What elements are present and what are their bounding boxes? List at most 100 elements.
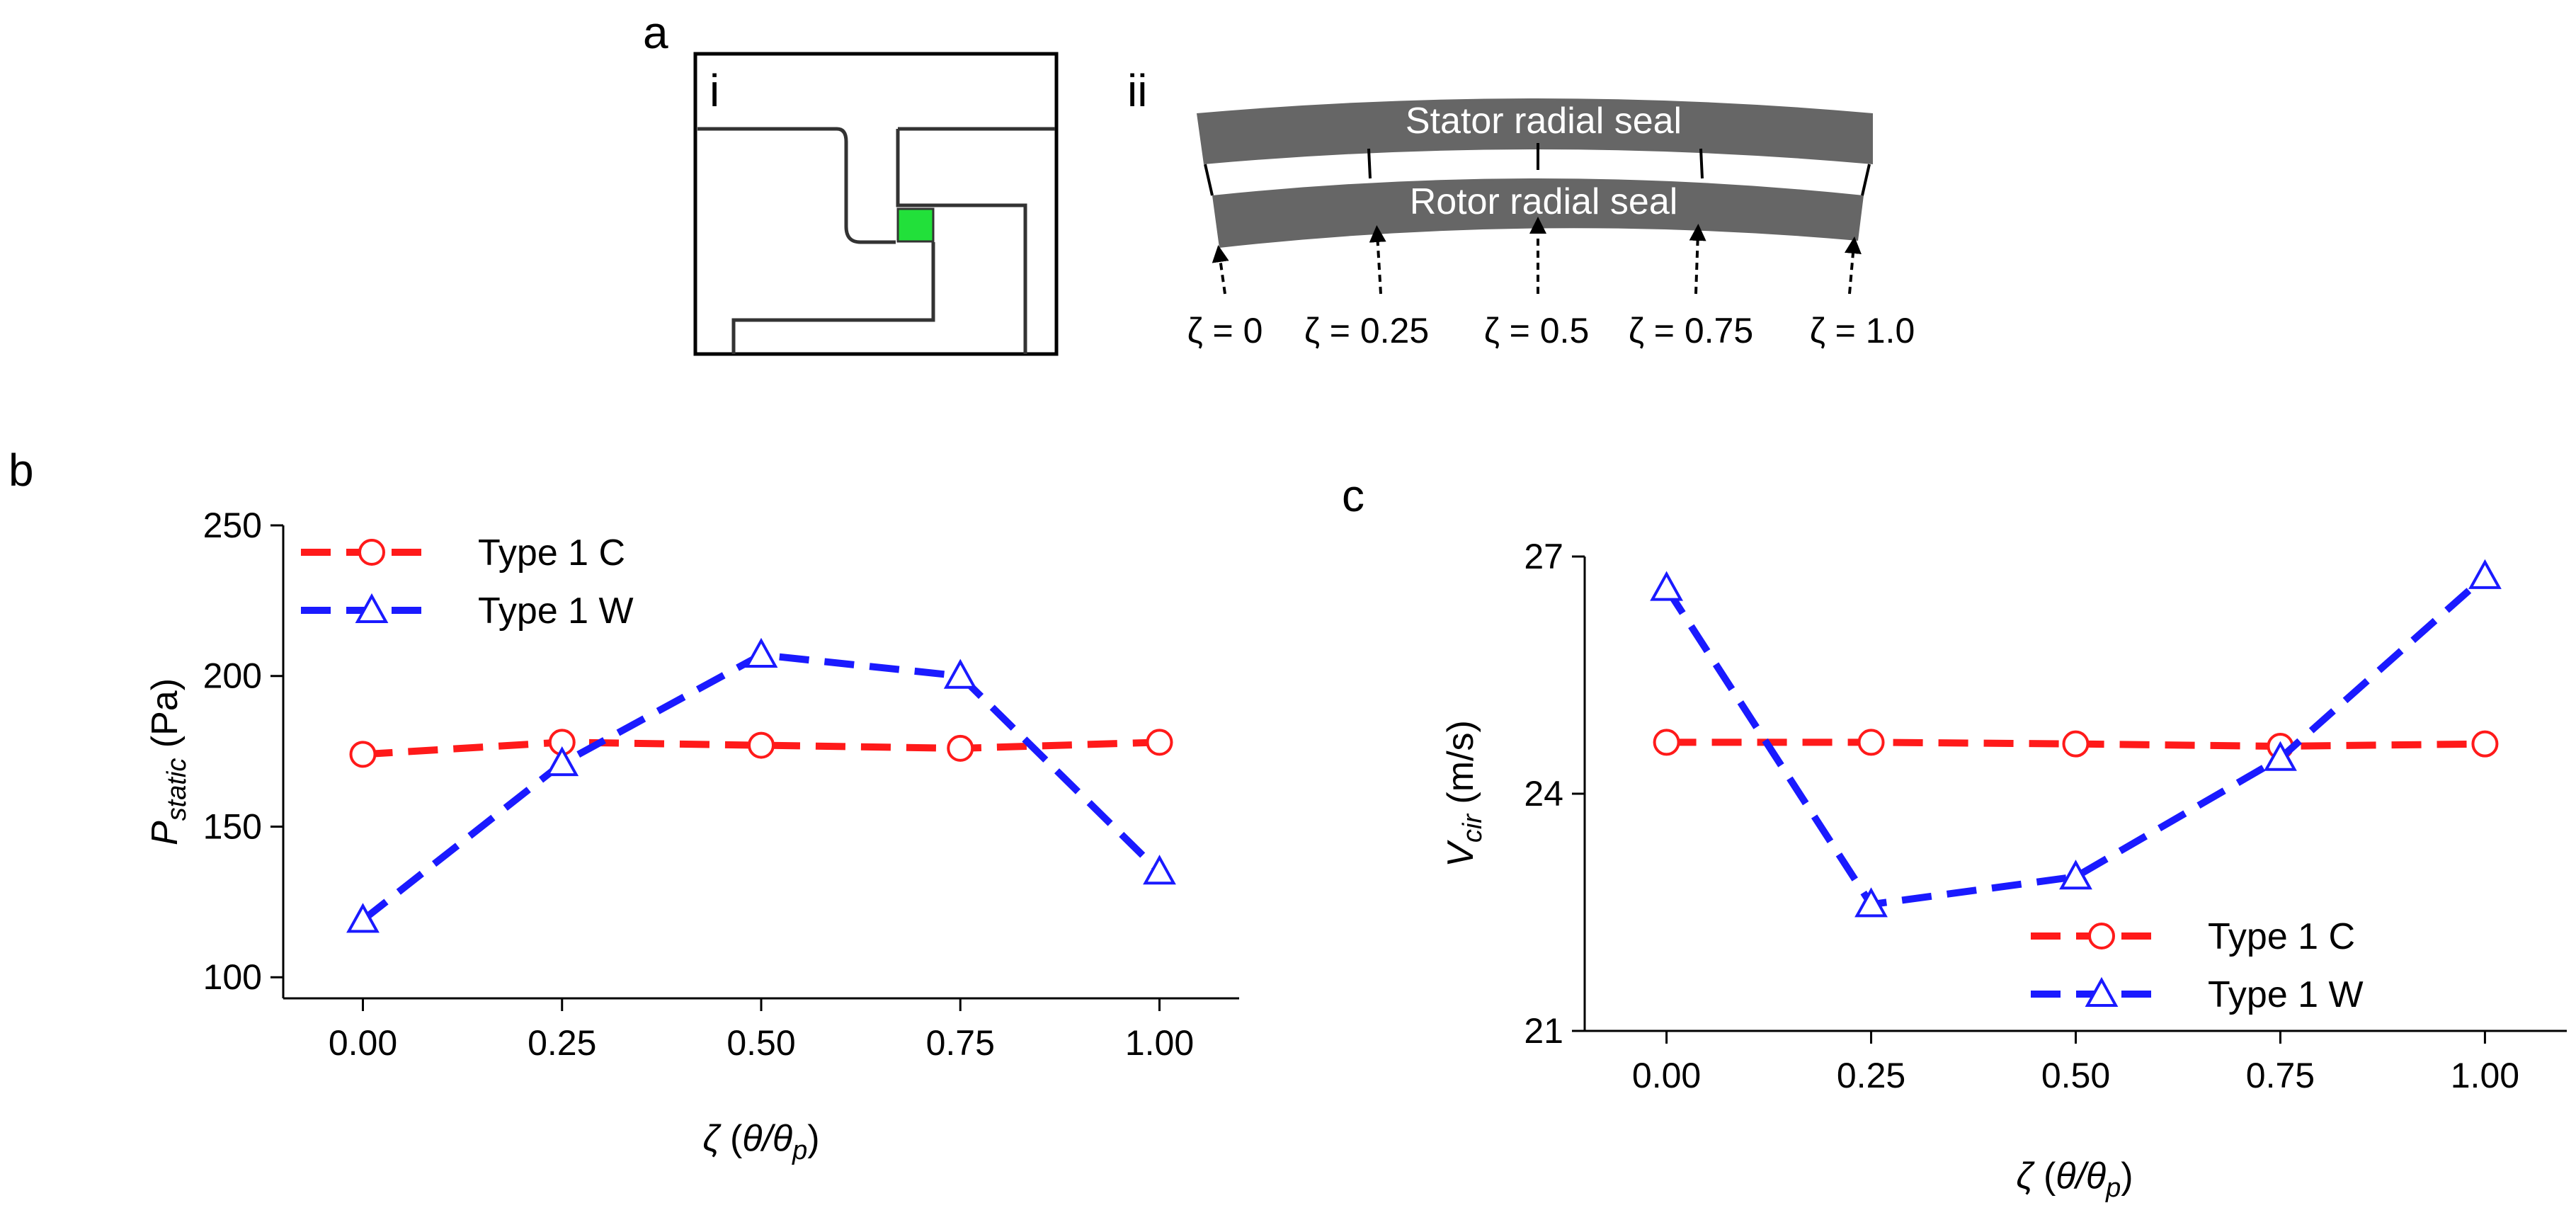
position-arrow <box>1212 245 1229 295</box>
panel-label-c: c <box>1342 470 1364 521</box>
y-axis-title-var: P <box>144 821 186 845</box>
position-label-025: ζ = 0.25 <box>1304 311 1429 350</box>
legend: Type 1 C Type 1 W <box>301 532 634 632</box>
series-point <box>1653 729 1680 756</box>
series-point <box>1146 729 1173 756</box>
x-axis-title-slash: /θ <box>2073 1156 2106 1197</box>
series-point <box>1650 571 1683 601</box>
panel-label-b: b <box>8 445 34 496</box>
legend-label: Type 1 W <box>478 591 634 632</box>
legend-marker <box>2088 923 2115 949</box>
y-axis-title-sub: cir <box>1458 814 1488 843</box>
series-point <box>2059 860 2092 890</box>
series-line <box>360 651 1163 923</box>
x-tick-label: 0.50 <box>726 1023 795 1063</box>
series-point <box>947 734 974 762</box>
x-axis-title: ζ (θ/θp) <box>2016 1156 2133 1203</box>
series-point <box>346 903 380 933</box>
x-axis-title-slash: /θ <box>760 1118 792 1159</box>
x-axis-title: ζ (θ/θp) <box>702 1118 819 1165</box>
series-point <box>2471 730 2499 758</box>
x-tick-label: 0.25 <box>528 1023 596 1063</box>
x-axis-title-main: ζ <box>2016 1156 2035 1197</box>
subpanel-label-i: i <box>709 65 719 116</box>
x-tick-label: 0.00 <box>329 1023 397 1063</box>
chart-c: 21 24 27 0.00 0.25 0.50 0.75 1.00 Vcir (m/s) ζ … <box>1440 537 2567 1203</box>
legend-label: Type 1 C <box>2208 916 2355 957</box>
position-arrow <box>1369 225 1386 295</box>
x-axis-title-open: ( <box>720 1118 743 1159</box>
y-axis-title-sub: static <box>162 758 192 821</box>
series-line <box>1663 574 2487 908</box>
panel-c: c 21 24 27 0.00 0.25 0.50 0.75 1.00 Vcir (m/s) … <box>1342 470 2567 1203</box>
panel-b: b 100 150 200 250 0.00 0.25 0.50 0.75 1.00 Pstat… <box>8 445 1239 1165</box>
series-point <box>1143 855 1176 885</box>
x-axis-title-theta: θ <box>2056 1156 2075 1197</box>
legend-marker <box>355 593 389 623</box>
y-tick-label: 200 <box>203 656 262 696</box>
legend-marker <box>358 539 385 566</box>
series-point <box>349 741 377 768</box>
panel-label-a: a <box>643 7 668 58</box>
x-axis-title-main: ζ <box>702 1118 722 1159</box>
seal-connector <box>1367 148 1372 179</box>
series-point <box>1854 887 1888 918</box>
rotor-outer-path <box>731 242 935 354</box>
legend-marker <box>2085 976 2119 1007</box>
series-point <box>545 746 579 777</box>
position-label-0: ζ = 0 <box>1187 311 1263 350</box>
position-label-1: ζ = 1.0 <box>1810 311 1915 350</box>
y-tick-label: 150 <box>203 806 262 846</box>
panel-a: a i ii Stator radial seal Rotor radial s… <box>643 7 1915 356</box>
x-tick-label: 0.75 <box>2246 1056 2315 1095</box>
series-point <box>1857 729 1885 756</box>
rotor-label: Rotor radial seal <box>1410 181 1678 222</box>
position-label-075: ζ = 0.75 <box>1629 311 1753 350</box>
position-arrow <box>1845 236 1862 295</box>
series-point <box>2264 741 2297 771</box>
series-point <box>744 637 778 668</box>
stator-seal-band <box>1197 98 1873 164</box>
x-axis-title-open: ( <box>2034 1156 2056 1197</box>
x-axis-title-sub: p <box>2105 1173 2121 1203</box>
x-axis-title-close: ) <box>807 1118 819 1159</box>
y-tick-label: 27 <box>1524 537 1563 576</box>
y-axis-title: Vcir (m/s) <box>1440 720 1488 867</box>
x-tick-label: 0.25 <box>1837 1056 1905 1095</box>
cross-section-frame <box>693 52 1059 356</box>
position-label-05: ζ = 0.5 <box>1484 311 1590 350</box>
seal-gap-highlight <box>896 207 935 243</box>
y-axis-title-var: V <box>1440 840 1481 867</box>
seal-connector <box>1204 164 1214 196</box>
x-tick-label: 1.00 <box>2451 1056 2519 1095</box>
series-point <box>2468 559 2502 589</box>
legend-label: Type 1 W <box>2208 974 2364 1015</box>
y-tick-label: 250 <box>203 506 262 545</box>
x-tick-label: 0.75 <box>926 1023 995 1063</box>
stator-label: Stator radial seal <box>1406 101 1682 142</box>
x-axis-title-close: ) <box>2121 1156 2133 1197</box>
y-axis-title-unit: (Pa) <box>144 678 186 758</box>
legend: Type 1 C Type 1 W <box>2031 916 2364 1015</box>
x-tick-label: 0.50 <box>2041 1056 2110 1095</box>
rotor-inner-path <box>896 129 1027 354</box>
y-axis-title-unit: (m/s) <box>1440 720 1481 814</box>
seal-connector <box>1699 148 1704 179</box>
subpanel-label-ii: ii <box>1127 65 1147 116</box>
y-tick-label: 100 <box>203 957 262 997</box>
position-arrow <box>1689 224 1706 295</box>
y-tick-label: 24 <box>1524 774 1563 814</box>
series-point <box>748 731 775 759</box>
chart-b: 100 150 200 250 0.00 0.25 0.50 0.75 1.00 Pstatic… <box>144 506 1239 1165</box>
series-point <box>943 658 977 689</box>
radial-seal-schematic: ii Stator radial seal Rotor radial seal … <box>1127 65 1915 350</box>
stator-path <box>697 127 896 244</box>
y-tick-label: 21 <box>1524 1011 1563 1051</box>
labyrinth-cross-section: i <box>693 52 1059 356</box>
x-axis-title-sub: p <box>792 1136 807 1165</box>
x-tick-label: 0.00 <box>1632 1056 1701 1095</box>
y-axis-title: Pstatic (Pa) <box>144 678 192 845</box>
x-axis-title-theta: θ <box>742 1118 762 1159</box>
seal-connector <box>1861 164 1871 196</box>
